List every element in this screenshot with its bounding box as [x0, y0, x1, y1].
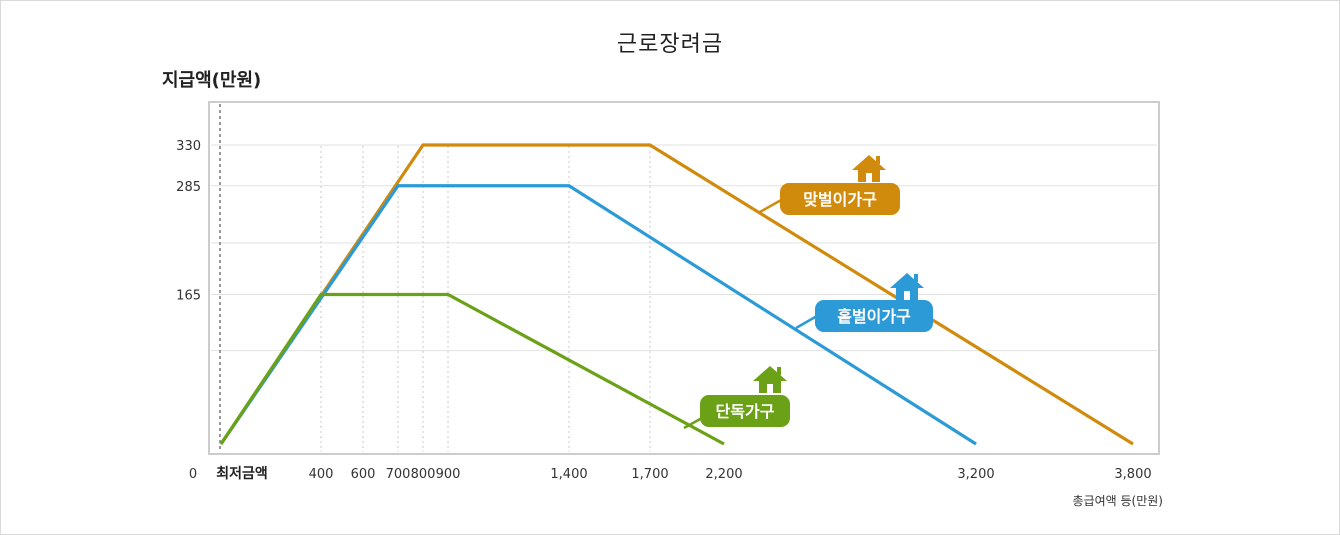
series-group	[219, 143, 1134, 446]
plot-area	[208, 101, 1160, 455]
house-icon	[753, 366, 787, 381]
x-tick-label: 600	[351, 467, 376, 482]
house-icon	[777, 367, 781, 375]
house-icon	[904, 291, 910, 300]
x-tick-label: 800	[411, 467, 436, 482]
y-axis-label: 지급액(만원)	[162, 70, 262, 91]
house-icon	[866, 173, 872, 182]
house-icon	[914, 274, 918, 282]
x-tick-label: 400	[309, 467, 334, 482]
x-tick-labels: 400 600 700 800 900 1,400 1,700 2,200 3,200 3,800	[309, 467, 1152, 482]
vertical-guides	[320, 146, 651, 452]
y-tick-label: 285	[176, 180, 201, 195]
x-tick-label: 1,700	[631, 467, 668, 482]
house-icon	[767, 384, 773, 393]
y-tick-labels: 165 285 330	[176, 139, 201, 304]
house-icon	[890, 273, 924, 288]
legend-badge	[700, 395, 790, 427]
legend-badge-label: 맞벌이가구	[803, 190, 877, 209]
legend-badge	[780, 183, 900, 215]
legend-badge-label: 홑벌이가구	[837, 307, 911, 326]
badge-leader-line	[759, 197, 784, 214]
legend-badge	[815, 300, 933, 332]
grid-lines	[211, 144, 1157, 352]
legend-badges: 단독가구 홑벌이가구 맞벌이가구	[683, 155, 933, 430]
badge-leader-line	[795, 314, 818, 330]
badge-leader-line	[683, 416, 703, 430]
y-tick-label: 330	[176, 139, 201, 154]
house-icon	[852, 155, 886, 170]
origin-label: 0	[189, 467, 197, 482]
x-tick-label: 3,800	[1114, 467, 1151, 482]
x-tick-label: 1,400	[550, 467, 587, 482]
series-line	[219, 184, 977, 446]
y-tick-label: 165	[176, 289, 201, 304]
legend-badge-label: 단독가구	[716, 402, 775, 421]
x-tick-label: 900	[436, 467, 461, 482]
house-icon	[876, 156, 880, 164]
x-tick-label: 3,200	[957, 467, 994, 482]
x-tick-label: 700	[386, 467, 411, 482]
x-tick-label: 2,200	[705, 467, 742, 482]
x-axis-label: 총급여액 등(만원)	[1073, 494, 1163, 508]
chart-title: 근로장려금	[616, 32, 724, 57]
series-line	[219, 292, 725, 446]
min-wage-label: 최저금액	[216, 465, 268, 482]
